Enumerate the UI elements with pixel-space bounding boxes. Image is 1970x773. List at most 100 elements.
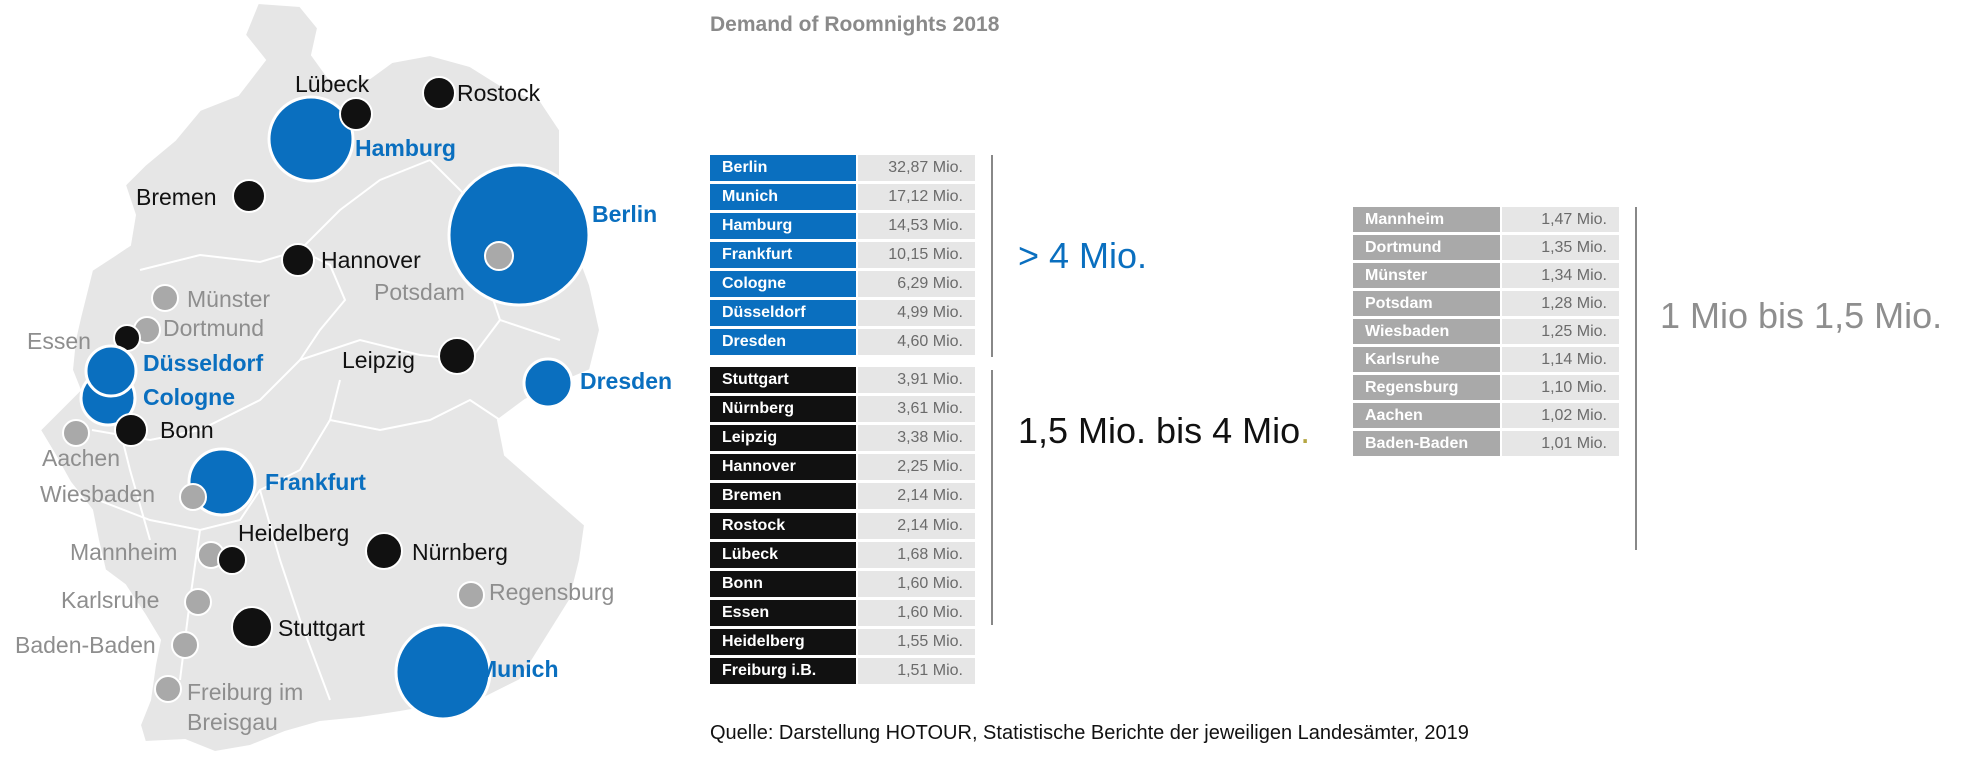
chart-title: Demand of Roomnights 2018 — [710, 13, 1000, 36]
city-name-cell: Essen — [710, 599, 856, 626]
group-label-text: 1 Mio bis 1,5 Mio. — [1660, 295, 1943, 336]
marker-duesseldorf — [84, 344, 138, 398]
city-name-cell: Munich — [710, 184, 856, 210]
table-row: Potsdam 1,28 Mio. — [1353, 291, 1619, 316]
table-row: Leipzig 3,38 Mio. — [710, 425, 975, 452]
value-cell: 1,28 Mio. — [1502, 291, 1619, 316]
label-freiburg: Freiburg im Breisgau — [187, 679, 304, 735]
city-name-cell: Potsdam — [1353, 291, 1500, 316]
table-row: Wiesbaden 1,25 Mio. — [1353, 319, 1619, 344]
table-row: Cologne 6,29 Mio. — [710, 271, 975, 297]
group-label-dot: . — [1300, 410, 1311, 451]
value-cell: 3,38 Mio. — [858, 425, 975, 452]
city-name-cell: Nürnberg — [710, 396, 856, 423]
city-name-cell: Cologne — [710, 271, 856, 297]
value-cell: 3,91 Mio. — [858, 367, 975, 393]
value-cell: 1,60 Mio. — [858, 570, 975, 597]
marker-wiesbaden — [179, 483, 207, 511]
value-cell: 2,25 Mio. — [858, 454, 975, 481]
city-name-cell: Bremen — [710, 483, 856, 510]
label-potsdam: Potsdam — [374, 279, 465, 305]
value-cell: 1,01 Mio. — [1502, 431, 1619, 456]
marker-munich — [394, 623, 492, 721]
value-cell: 1,68 Mio. — [858, 541, 975, 568]
marker-rostock — [422, 76, 456, 110]
marker-freiburg — [154, 675, 182, 703]
city-name-cell: Lübeck — [710, 541, 856, 568]
table-row: Stuttgart 3,91 Mio. — [710, 367, 975, 393]
bracket-over-4-mio — [991, 155, 993, 357]
value-cell: 2,14 Mio. — [858, 483, 975, 510]
label-bonn: Bonn — [160, 417, 214, 443]
value-cell: 1,60 Mio. — [858, 599, 975, 626]
city-name-cell: Bonn — [710, 570, 856, 597]
table-row: Berlin 32,87 Mio. — [710, 155, 975, 181]
city-name-cell: Münster — [1353, 263, 1500, 288]
value-cell: 3,61 Mio. — [858, 396, 975, 423]
table-row: Dortmund 1,35 Mio. — [1353, 235, 1619, 260]
value-cell: 1,35 Mio. — [1502, 235, 1619, 260]
value-cell: 6,29 Mio. — [858, 271, 975, 297]
label-hannover: Hannover — [321, 247, 421, 273]
city-name-cell: Aachen — [1353, 403, 1500, 428]
label-dresden: Dresden — [580, 368, 673, 394]
value-cell: 1,14 Mio. — [1502, 347, 1619, 372]
city-name-cell: Rostock — [710, 512, 856, 539]
source-note: Quelle: Darstellung HOTOUR, Statistische… — [710, 722, 1469, 744]
marker-heidelberg — [217, 545, 247, 575]
label-nuernberg: Nürnberg — [412, 539, 508, 565]
city-name-cell: Baden-Baden — [1353, 431, 1500, 456]
table-row: Baden-Baden 1,01 Mio. — [1353, 431, 1619, 456]
table-row: Rostock 2,14 Mio. — [710, 512, 975, 539]
label-stuttgart: Stuttgart — [278, 615, 365, 641]
label-cologne: Cologne — [143, 384, 235, 410]
label-dortmund: Dortmund — [163, 315, 264, 341]
city-name-cell: Wiesbaden — [1353, 319, 1500, 344]
value-cell: 4,60 Mio. — [858, 329, 975, 355]
table-row: Essen 1,60 Mio. — [710, 599, 975, 626]
group-label-1-5-to-4-mio: 1,5 Mio. bis 4 Mio. — [1018, 410, 1310, 452]
group-label-1-to-1-5-mio: 1 Mio bis 1,5 Mio. — [1660, 295, 1942, 337]
label-aachen: Aachen — [42, 445, 121, 471]
city-name-cell: Heidelberg — [710, 628, 856, 655]
value-cell: 17,12 Mio. — [858, 184, 975, 210]
label-leipzig: Leipzig — [342, 347, 415, 373]
label-baden-baden: Baden-Baden — [15, 632, 156, 658]
label-bremen: Bremen — [136, 184, 217, 210]
table-row: Hamburg 14,53 Mio. — [710, 213, 975, 239]
label-regensburg: Regensburg — [489, 579, 615, 605]
city-name-cell: Freiburg i.B. — [710, 658, 856, 684]
table-row: Karlsruhe 1,14 Mio. — [1353, 347, 1619, 372]
value-cell: 1,55 Mio. — [858, 628, 975, 655]
marker-muenster — [151, 284, 179, 312]
city-name-cell: Hamburg — [710, 213, 856, 239]
label-berlin: Berlin — [592, 201, 658, 227]
marker-stuttgart — [231, 606, 273, 648]
label-luebeck: Lübeck — [295, 71, 370, 97]
marker-hannover — [281, 243, 315, 277]
table-row: Münster 1,34 Mio. — [1353, 263, 1619, 288]
value-cell: 1,02 Mio. — [1502, 403, 1619, 428]
table-row: Aachen 1,02 Mio. — [1353, 403, 1619, 428]
table-row: Bonn 1,60 Mio. — [710, 570, 975, 597]
label-frankfurt: Frankfurt — [265, 469, 366, 495]
table-row: Munich 17,12 Mio. — [710, 184, 975, 210]
marker-karlsruhe — [184, 588, 212, 616]
value-cell: 4,99 Mio. — [858, 300, 975, 326]
value-cell: 1,10 Mio. — [1502, 375, 1619, 400]
group-label-text: 1,5 Mio. bis 4 Mio — [1018, 410, 1301, 451]
table-row: Dresden 4,60 Mio. — [710, 329, 975, 355]
city-name-cell: Hannover — [710, 454, 856, 481]
city-name-cell: Dresden — [710, 329, 856, 355]
marker-regensburg — [457, 581, 485, 609]
city-name-cell: Dortmund — [1353, 235, 1500, 260]
label-rostock: Rostock — [457, 80, 541, 106]
marker-luebeck — [339, 97, 373, 131]
table-row: Mannheim 1,47 Mio. — [1353, 207, 1619, 232]
value-cell: 32,87 Mio. — [858, 155, 975, 181]
value-cell: 1,51 Mio. — [858, 658, 975, 684]
city-name-cell: Karlsruhe — [1353, 347, 1500, 372]
city-name-cell: Stuttgart — [710, 367, 856, 393]
label-hamburg: Hamburg — [355, 135, 456, 161]
table-row: Frankfurt 10,15 Mio. — [710, 242, 975, 268]
